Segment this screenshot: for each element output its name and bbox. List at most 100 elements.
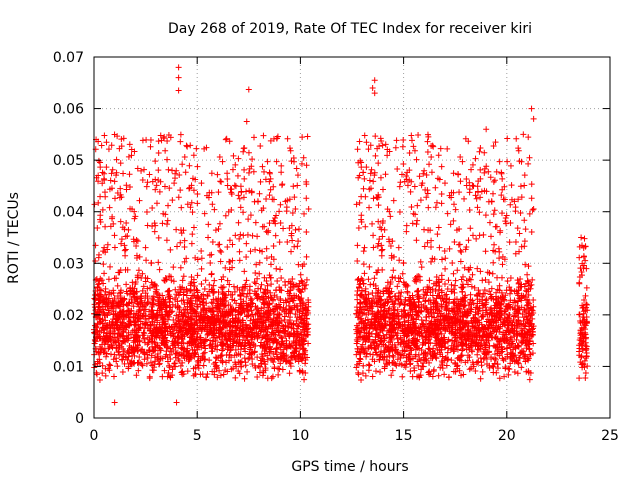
data-point xyxy=(126,299,133,306)
data-point xyxy=(514,370,521,377)
data-point xyxy=(164,156,171,163)
data-point xyxy=(216,330,223,337)
data-point xyxy=(121,360,128,367)
data-point xyxy=(131,148,138,155)
data-point xyxy=(237,204,244,211)
data-point xyxy=(369,220,376,227)
data-point xyxy=(211,206,218,213)
data-point xyxy=(270,256,277,263)
data-point xyxy=(282,333,289,340)
data-point xyxy=(220,320,227,327)
data-point xyxy=(303,321,310,328)
data-point xyxy=(463,182,470,189)
data-point xyxy=(381,226,388,233)
data-point xyxy=(511,369,518,376)
data-point xyxy=(526,210,533,217)
data-point xyxy=(526,345,533,352)
data-point xyxy=(443,362,450,369)
data-point xyxy=(425,204,432,211)
data-point xyxy=(203,144,210,151)
data-point xyxy=(193,319,200,326)
data-point xyxy=(133,242,140,249)
data-point xyxy=(99,180,106,187)
data-point xyxy=(456,241,463,248)
data-point xyxy=(294,243,301,250)
data-point xyxy=(185,313,192,320)
data-point xyxy=(274,277,281,284)
data-point xyxy=(200,340,207,347)
data-point xyxy=(452,282,459,289)
data-point xyxy=(252,311,259,318)
data-point xyxy=(185,329,192,336)
data-point xyxy=(482,212,489,219)
data-point xyxy=(102,365,109,372)
data-point xyxy=(209,238,216,245)
data-point xyxy=(172,170,179,177)
data-point xyxy=(91,201,98,208)
data-point xyxy=(111,339,118,346)
data-point xyxy=(521,238,528,245)
data-point xyxy=(216,220,223,227)
data-point xyxy=(125,153,132,160)
data-point xyxy=(294,331,301,338)
data-point xyxy=(162,147,169,154)
data-point xyxy=(201,349,208,356)
data-point xyxy=(291,243,298,250)
data-point xyxy=(202,309,209,316)
data-point xyxy=(241,343,248,350)
data-point xyxy=(366,204,373,211)
data-point xyxy=(396,208,403,215)
data-point xyxy=(139,287,146,294)
data-point xyxy=(119,319,126,326)
data-point xyxy=(237,292,244,299)
data-point xyxy=(507,162,514,169)
data-point xyxy=(280,225,287,232)
data-point xyxy=(103,139,110,146)
data-point xyxy=(438,256,445,263)
data-point xyxy=(155,332,162,339)
data-point xyxy=(256,259,263,266)
data-point xyxy=(473,235,480,242)
data-point xyxy=(145,325,152,332)
data-point xyxy=(428,258,435,265)
data-point xyxy=(237,310,244,317)
data-point xyxy=(133,255,140,262)
data-point xyxy=(273,265,280,272)
data-point xyxy=(134,294,141,301)
data-point xyxy=(463,175,470,182)
data-point xyxy=(400,260,407,267)
data-point xyxy=(386,352,393,359)
data-point xyxy=(125,314,132,321)
data-point xyxy=(151,228,158,235)
data-point xyxy=(96,359,103,366)
data-point xyxy=(148,303,155,310)
data-point xyxy=(209,319,216,326)
data-point xyxy=(92,242,99,249)
data-point xyxy=(179,368,186,375)
data-point xyxy=(215,354,222,361)
data-point xyxy=(507,220,514,227)
data-point xyxy=(483,163,490,170)
data-point xyxy=(100,299,107,306)
data-point xyxy=(131,285,138,292)
data-point xyxy=(99,206,106,213)
data-point xyxy=(382,171,389,178)
data-point xyxy=(411,367,418,374)
data-point xyxy=(115,349,122,356)
data-point xyxy=(525,291,532,298)
data-point xyxy=(144,341,151,348)
data-point xyxy=(174,304,181,311)
data-point xyxy=(299,368,306,375)
data-point xyxy=(360,362,367,369)
data-point xyxy=(173,291,180,298)
data-point xyxy=(428,169,435,176)
data-point xyxy=(102,372,109,379)
data-point xyxy=(291,302,298,309)
data-point xyxy=(219,300,226,307)
data-point xyxy=(198,315,205,322)
data-point xyxy=(508,182,515,189)
data-point xyxy=(227,347,234,354)
data-point xyxy=(530,206,537,213)
data-point xyxy=(296,367,303,374)
data-point xyxy=(206,189,213,196)
